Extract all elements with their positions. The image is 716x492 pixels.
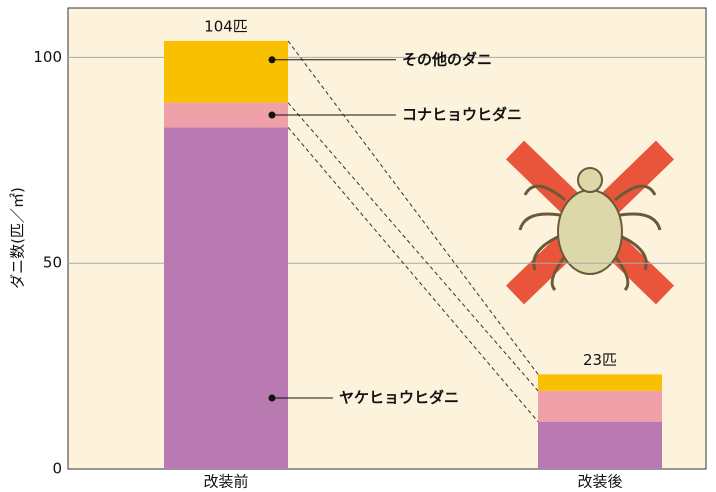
- bar-segment: [538, 422, 662, 469]
- y-axis-label: ダニ数(匹／㎡): [9, 187, 27, 289]
- series-label: コナヒョウヒダニ: [402, 106, 522, 124]
- series-label: その他のダニ: [402, 50, 492, 68]
- x-tick-label: 改装後: [577, 473, 622, 491]
- total-label: 23匹: [583, 351, 617, 369]
- x-tick-label: 改装前: [203, 473, 248, 491]
- y-tick-label: 0: [52, 460, 62, 478]
- chart: ダニ数(匹／㎡) 0 50 100 改装前 104匹改装後 23匹ヤケヒョウヒダニ コナヒョ…: [0, 0, 716, 492]
- series-label: ヤケヒョウヒダニ: [339, 389, 459, 407]
- bar-segment: [538, 391, 662, 422]
- y-tick-label: 50: [43, 254, 62, 272]
- bar-segment: [164, 127, 288, 469]
- bar-segment: [164, 41, 288, 103]
- bar-segment: [538, 374, 662, 390]
- total-label: 104匹: [204, 17, 248, 35]
- y-tick-label: 100: [33, 48, 62, 66]
